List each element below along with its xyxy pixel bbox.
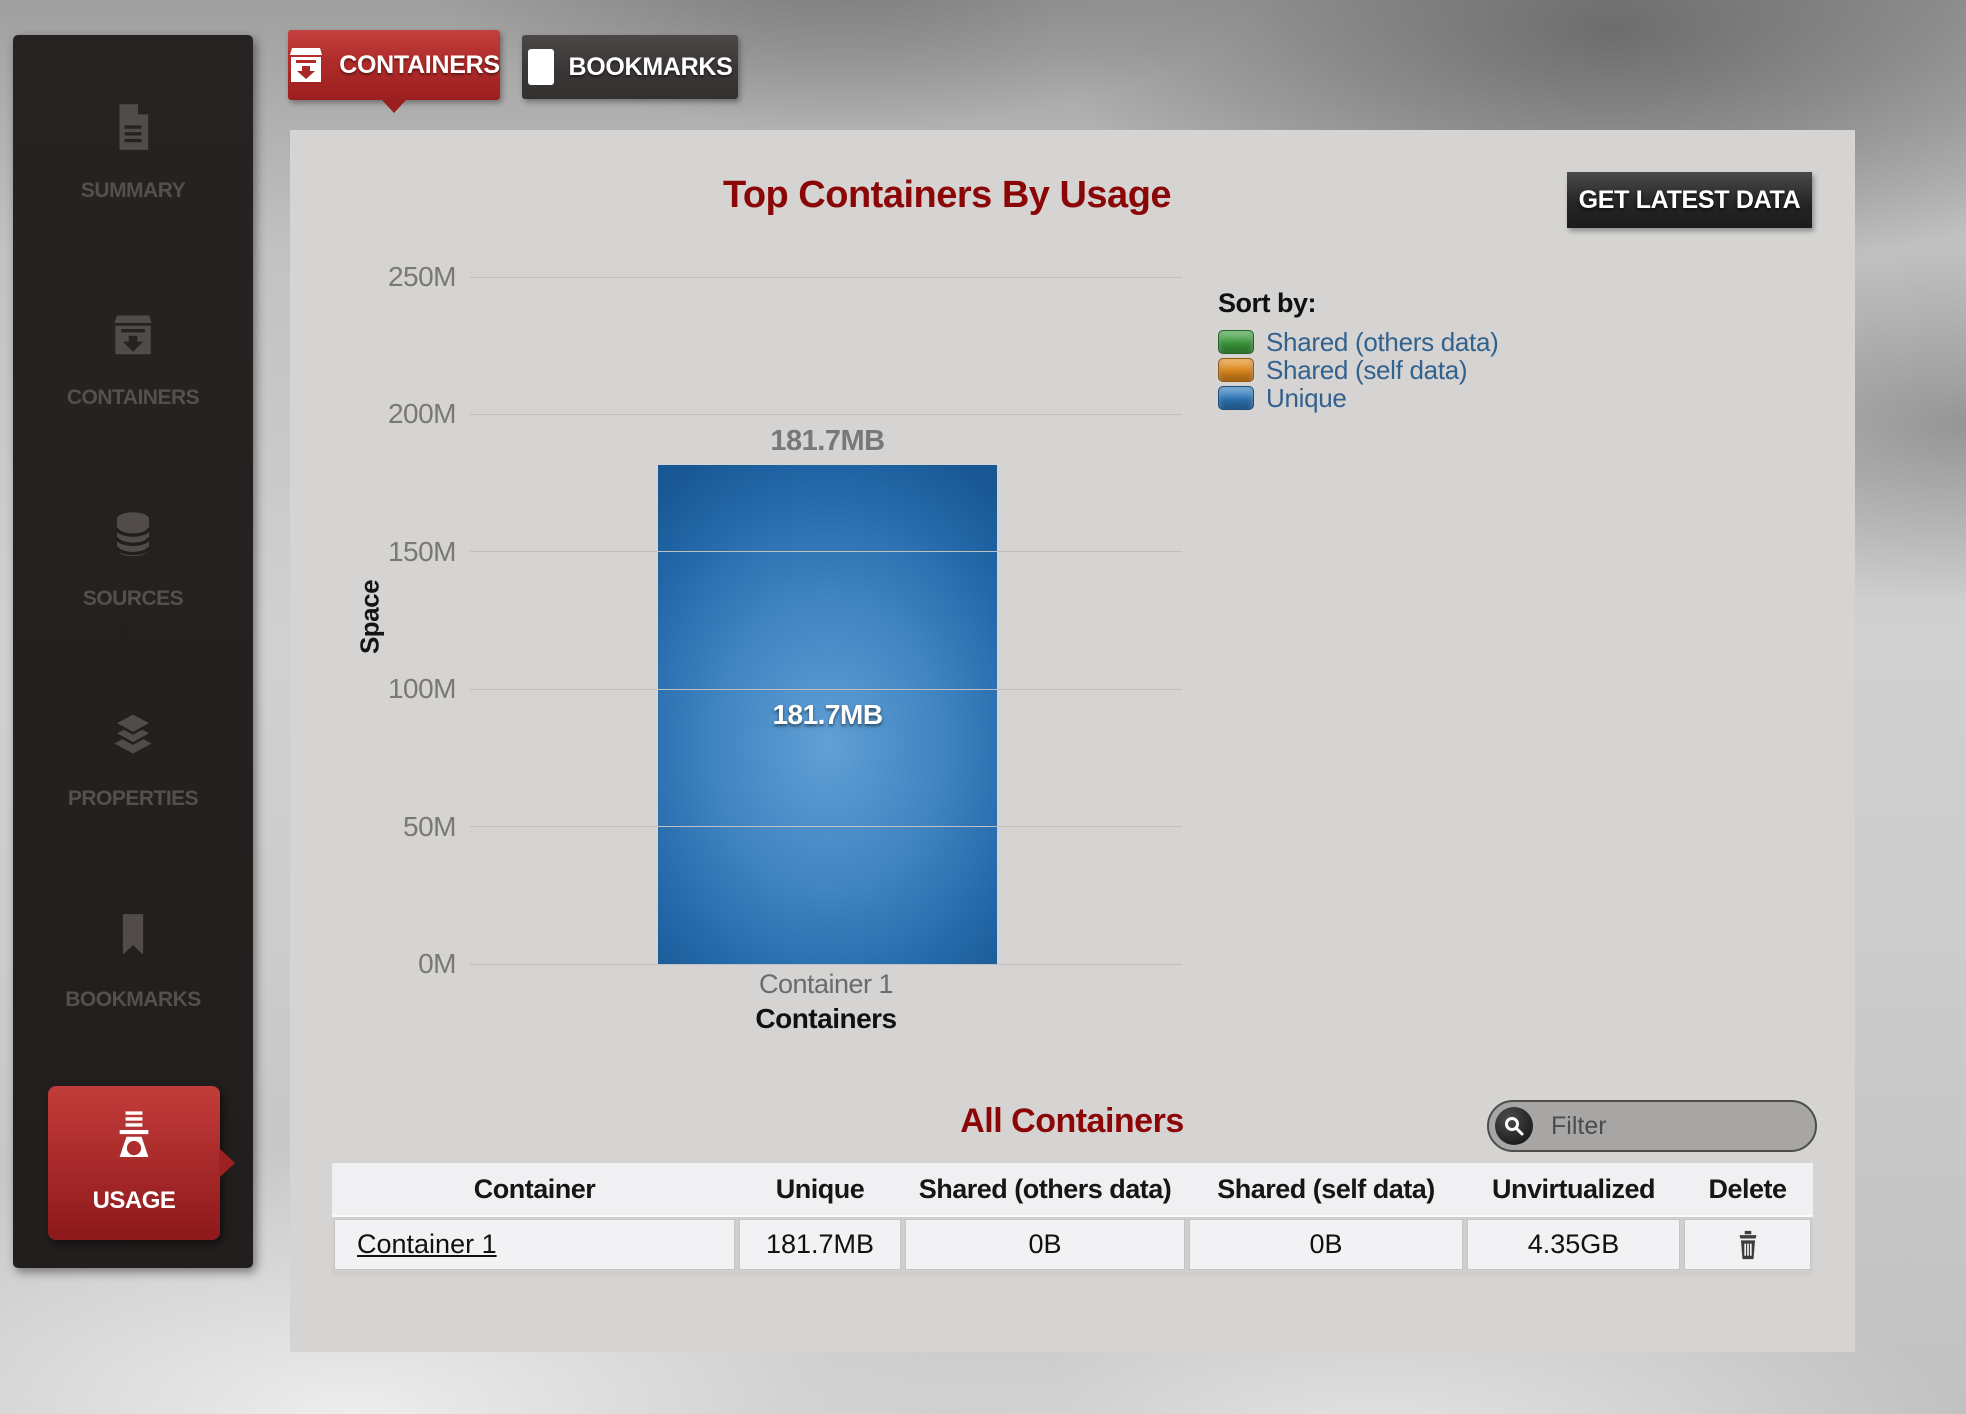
containers-table: Container Unique Shared (others data) Share… <box>332 1163 1813 1276</box>
get-latest-data-button[interactable]: GET LATEST DATA <box>1567 172 1812 228</box>
database-icon <box>106 508 160 562</box>
sidebar-item-bookmarks[interactable]: BOOKMARKS <box>13 909 253 1012</box>
filter-box <box>1487 1100 1817 1152</box>
sidebar-item-containers[interactable]: CONTAINERS <box>13 307 253 410</box>
gridline <box>470 413 1182 415</box>
y-tick-label: 150M <box>387 535 457 567</box>
tab-label: CONTAINERS <box>339 50 500 79</box>
sidebar-item-label: SOURCES <box>82 587 184 610</box>
legend-title: Sort by: <box>1218 288 1317 318</box>
y-tick-label: 250M <box>387 261 457 292</box>
delete-button[interactable] <box>1733 1229 1763 1261</box>
gridline <box>470 826 1182 828</box>
sidebar: SUMMARY CONTAINERS SOURCES PROPERTIES BO… <box>13 35 253 1268</box>
column-header-shared_self[interactable]: Shared (self data) <box>1217 1173 1435 1204</box>
search-icon <box>1495 1107 1533 1145</box>
weight-icon <box>107 1108 161 1167</box>
column-header-shared_others[interactable]: Shared (others data) <box>918 1173 1172 1204</box>
bookmark-tab-icon <box>527 49 554 85</box>
legend-label: Shared (others data) <box>1266 326 1499 357</box>
layers-icon <box>106 708 160 762</box>
table-header-row: Container Unique Shared (others data) Share… <box>332 1163 1813 1217</box>
tab-label: BOOKMARKS <box>568 52 733 81</box>
green-swatch <box>1218 330 1254 354</box>
legend-label: Unique <box>1266 382 1347 413</box>
main-panel: Top Containers By Usage GET LATEST DATA … <box>290 130 1855 1352</box>
table-row: Container 1 181.7MB 0B 0B 4.35GB <box>332 1217 1813 1272</box>
x-axis-title: Containers <box>755 1003 897 1034</box>
blue-swatch <box>1218 386 1254 410</box>
all-containers-title: All Containers <box>960 1102 1184 1140</box>
column-header-delete[interactable]: Delete <box>1708 1173 1787 1204</box>
y-tick-label: 50M <box>403 810 456 842</box>
sidebar-item-usage-active[interactable]: USAGE <box>48 1086 235 1240</box>
cell-shared_self: 0B <box>1189 1219 1463 1270</box>
table-body: Container 1 181.7MB 0B 0B 4.35GB <box>332 1217 1813 1272</box>
cell-delete <box>1684 1219 1811 1270</box>
chart-legend: Sort by: Shared (others data) Shared (se… <box>1218 288 1499 413</box>
usage-bar[interactable]: 181.7MB <box>658 465 997 964</box>
sidebar-item-label: PROPERTIES <box>67 787 199 810</box>
inbox-icon <box>106 307 160 361</box>
sidebar-item-label: SUMMARY <box>80 179 186 202</box>
bar-value-label: 181.7MB <box>772 698 883 730</box>
gridline <box>470 551 1182 553</box>
y-tick-label: 0M <box>418 948 456 979</box>
bar-total-label: 181.7MB <box>770 425 885 457</box>
column-header-unique[interactable]: Unique <box>775 1173 865 1204</box>
cell-shared_others: 0B <box>905 1219 1185 1270</box>
gridline <box>470 963 1182 965</box>
legend-item-shared-others[interactable]: Shared (others data) <box>1218 326 1499 357</box>
column-header-unvirtualized[interactable]: Unvirtualized <box>1491 1173 1656 1204</box>
bar-chart-plot: 181.7MB 181.7MB Container 1 Containers 0… <box>388 261 1182 1034</box>
y-tick-label: 200M <box>387 398 457 430</box>
sidebar-item-properties[interactable]: PROPERTIES <box>13 708 253 811</box>
sidebar-item-summary[interactable]: SUMMARY <box>13 100 253 203</box>
bookmark-icon <box>106 909 160 963</box>
legend-label: Shared (self data) <box>1266 354 1468 385</box>
cell-container: Container 1 <box>334 1219 735 1270</box>
filter-input[interactable] <box>1533 1110 1773 1142</box>
tab-containers[interactable]: CONTAINERS <box>288 30 500 113</box>
tab-bookmarks[interactable]: BOOKMARKS <box>522 35 738 99</box>
y-tick-label: 100M <box>387 673 457 705</box>
legend-item-shared-self[interactable]: Shared (self data) <box>1218 354 1498 385</box>
chart-title: Top Containers By Usage <box>722 174 1172 216</box>
x-category-label: Container 1 <box>758 969 894 999</box>
sidebar-item-sources[interactable]: SOURCES <box>13 508 253 611</box>
document-icon <box>106 100 160 154</box>
sidebar-item-label: USAGE <box>92 1187 176 1214</box>
cell-unvirtualized: 4.35GB <box>1467 1219 1680 1270</box>
gridline <box>470 276 1182 278</box>
trash-icon <box>1739 1230 1756 1259</box>
sidebar-item-label: CONTAINERS <box>66 386 200 409</box>
gridline <box>470 688 1182 690</box>
orange-swatch <box>1218 358 1254 382</box>
cell-unique: 181.7MB <box>739 1219 901 1270</box>
containers-tab-icon <box>288 48 324 82</box>
column-header-container[interactable]: Container <box>473 1173 596 1204</box>
y-axis-title: Space <box>354 579 385 655</box>
container-link[interactable]: Container 1 <box>357 1229 497 1259</box>
sidebar-item-label: BOOKMARKS <box>65 988 201 1011</box>
legend-item-unique[interactable]: Unique <box>1218 382 1498 413</box>
